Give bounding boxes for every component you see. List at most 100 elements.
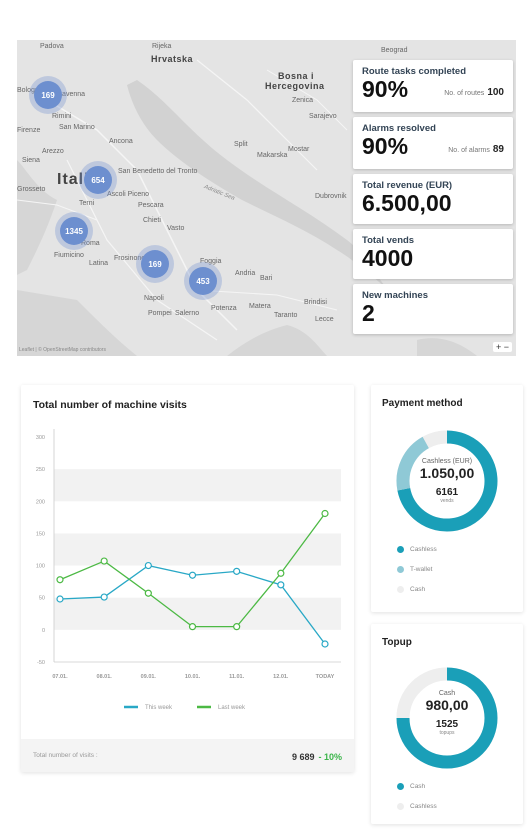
cluster-count: 169 (34, 81, 62, 109)
x-tick-label: 08.01. (97, 674, 113, 680)
payment-center-value: 1.050,00 (419, 465, 475, 481)
legend-dot (397, 565, 404, 573)
topup-center-label: Cash (438, 690, 456, 697)
payment-legend-twallet[interactable]: T-wallet (397, 559, 437, 579)
cluster-count: 453 (189, 267, 217, 295)
x-tick-label: 09.01. (141, 674, 157, 680)
y-tick-label: 0 (42, 628, 45, 634)
cluster-terni[interactable]: 654 (79, 161, 117, 199)
data-point (144, 561, 152, 570)
donut-slice (396, 667, 498, 769)
map-label-grosseto: Grosseto (17, 186, 46, 193)
legend-label: T-wallet (410, 565, 433, 573)
map-label-rijeka: Rijeka (152, 43, 172, 50)
map-label-latina: Latina (89, 260, 109, 267)
map-label-dubrovnik: Dubrovnik (315, 193, 347, 200)
zoom-control[interactable]: + − (492, 342, 512, 352)
visits-footer-label: Total number of visits : (33, 752, 98, 759)
donut-slice (422, 430, 448, 449)
legend-dot (397, 545, 404, 553)
map-label-ascoli: Ascoli Piceno (107, 191, 150, 198)
y-tick-label: 150 (36, 531, 45, 537)
map-label-matera: Matera (249, 303, 271, 310)
data-point (56, 595, 64, 603)
visits-footer-change: - 10% (318, 751, 342, 762)
map-label-ravenna: Ravenna (57, 91, 86, 98)
kpi-sub-label: No. of alarms (448, 147, 490, 155)
map-label-ancona: Ancona (109, 138, 133, 145)
topup-donut-svg (396, 667, 498, 769)
x-tick-label: 07.01. (52, 674, 68, 680)
cluster-bologna[interactable]: 169 (29, 76, 67, 114)
data-point (277, 581, 285, 589)
map-label-san-marino: San Marino (59, 124, 95, 131)
payment-legend-cash[interactable]: Cash (397, 579, 437, 599)
payment-center-count: 6161 (435, 487, 459, 498)
map-label-frosinone: Frosinone (114, 255, 146, 262)
data-point (233, 567, 241, 575)
map-label-bosna: Bosna i (278, 71, 315, 81)
topup-center-count: 1525 (435, 719, 459, 730)
payment-title: Payment method (382, 398, 463, 409)
kpi-title: Alarms resolved (362, 123, 436, 134)
grid-band (54, 469, 341, 502)
visits-footer-total: 9 689- 10% (292, 747, 342, 765)
payment-legend-cashless[interactable]: Cashless (397, 539, 437, 559)
topup-card: Topup Cash 980,00 1525 topups Cash Cashl… (371, 624, 523, 824)
map-label-beograd: Beograd (381, 47, 408, 54)
map-label-hrvatska: Hrvatska (151, 54, 194, 64)
map-label-firenze: Firenze (17, 127, 41, 134)
kpi-title: Route tasks completed (362, 66, 466, 77)
payment-center-unit: vends (440, 498, 454, 504)
kpi-alarms-resolved: Alarms resolved 90% No. of alarms 89 (353, 117, 513, 169)
kpi-new-machines: New machines 2 (353, 284, 513, 334)
map-label-salerno: Salerno (175, 310, 200, 317)
cluster-foggia[interactable]: 453 (184, 262, 222, 300)
map-label-taranto: Taranto (274, 312, 298, 319)
y-tick-label: 250 (36, 467, 45, 473)
map-label-siena: Siena (22, 157, 40, 164)
donut-slice (396, 436, 430, 491)
map-label-pompei: Pompei (148, 310, 172, 317)
data-point (321, 509, 329, 518)
kpi-total-revenue: Total revenue (EUR) 6.500,00 (353, 174, 513, 224)
y-tick-label: -50 (37, 660, 45, 666)
grid-band (54, 597, 341, 630)
cluster-count: 1345 (60, 217, 88, 245)
legend-label: Cashless (410, 545, 437, 553)
topup-legend-cashless[interactable]: Cashless (397, 796, 437, 816)
cluster-count: 169 (141, 250, 169, 278)
kpi-sub-value: 100 (487, 87, 504, 99)
visits-footer: Total number of visits : 9 689- 10% (21, 739, 354, 772)
topup-legend-cash[interactable]: Cash (397, 776, 437, 796)
y-tick-label: 200 (36, 499, 45, 505)
kpi-title: New machines (362, 290, 428, 301)
cluster-roma[interactable]: 1345 (55, 212, 93, 250)
cluster-vasto[interactable]: 169 (136, 245, 174, 283)
topup-title: Topup (382, 637, 412, 648)
data-point (100, 593, 108, 601)
data-point (100, 557, 108, 565)
map-label-hercegovina: Hercegovina (265, 81, 325, 91)
data-point (188, 623, 197, 631)
cluster-count: 654 (84, 166, 112, 194)
kpi-value: 2 (362, 300, 375, 326)
topup-center-unit: topups (439, 730, 455, 736)
x-tick-label: 10.01. (185, 674, 201, 680)
legend-label: Cash (410, 782, 426, 790)
map-label-bologna: Bologna (17, 87, 43, 94)
data-point (277, 569, 285, 577)
map-label-pescara: Pescara (138, 202, 164, 209)
map-label-andria: Andria (235, 270, 256, 277)
map-label-bari: Bari (260, 275, 273, 282)
topup-legend: Cash Cashless (397, 776, 437, 816)
map-label-rimini: Rimini (52, 113, 72, 120)
y-tick-label: 300 (36, 435, 45, 441)
legend-dot (397, 782, 404, 790)
y-tick-label: 100 (36, 564, 45, 570)
topup-center-value: 980,00 (425, 697, 469, 713)
legend-label: Last week (218, 705, 246, 711)
x-tick-label: 12.01. (273, 674, 289, 680)
map-credit[interactable]: Leaflet | © OpenStreetMap contributors (19, 347, 106, 353)
